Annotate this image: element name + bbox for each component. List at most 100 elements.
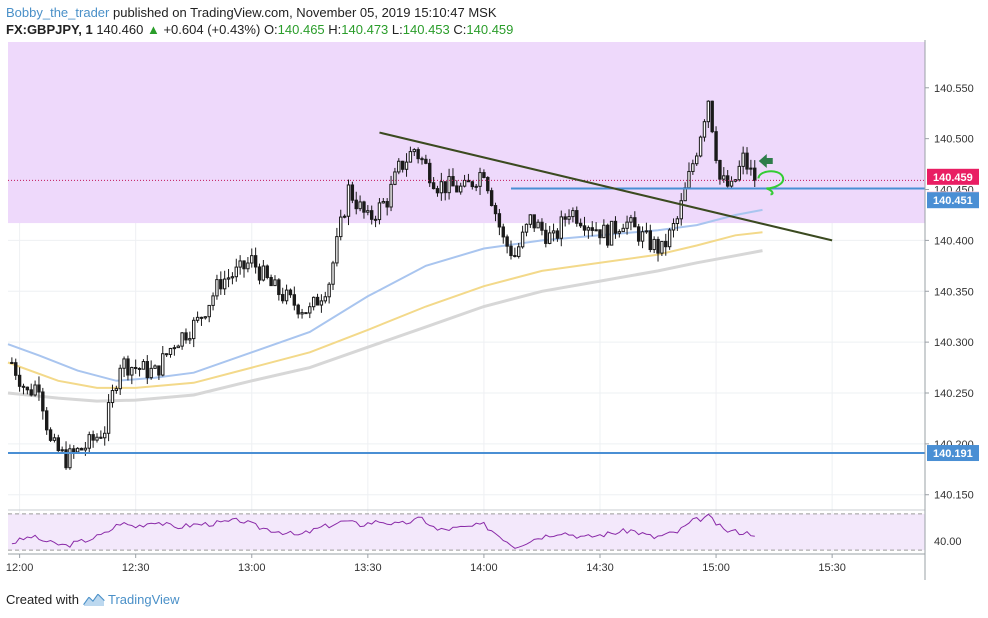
author-name[interactable]: Bobby_the_trader [6,5,110,20]
candle-body [60,449,64,452]
candles [10,100,757,470]
candle-body [33,384,37,396]
last-price-value: 140.460 [96,22,144,37]
change-up-icon: ▲ [146,22,160,37]
candle-body [397,160,401,173]
candle-body [517,246,521,257]
candle-body [56,437,60,452]
candle-body [737,165,741,181]
candle-body [133,366,138,369]
candle-body [331,262,335,285]
candle-body [296,304,300,315]
candle-body [110,390,115,404]
candle-body [373,218,378,221]
close-value: 140.459 [466,22,514,37]
candle-body [648,230,652,251]
candle-body [319,300,324,306]
candle-body [478,172,482,187]
time-tick-label: 15:00 [702,562,730,574]
candle-body [567,216,571,220]
candle-body [203,316,208,319]
symbol-line: FX:GBPJPY, 1 140.460 ▲ +0.604 (+0.43%) O… [6,22,513,37]
candle-body [242,260,246,270]
candle-body [474,185,478,188]
candle-body [215,279,219,297]
annotations [757,154,785,196]
candle-body [586,227,591,231]
candle-body [505,236,509,247]
published-text: published on TradingView.com, November 0… [112,5,497,20]
candle-body [10,361,14,364]
time-tick-label: 15:30 [818,562,846,574]
hand-drawn-circle-mark [757,170,785,196]
candle-body [710,100,714,133]
candle-body [749,167,753,170]
candle-body [431,182,436,190]
time-tick-label: 14:00 [470,562,498,574]
candle-body [590,227,594,231]
candle-body [729,180,734,187]
candle-body [195,316,200,321]
candle-body [304,312,308,315]
supply-zone [8,42,925,224]
candle-body [598,229,602,239]
candle-body [400,160,405,170]
candle-body [145,361,149,379]
candle-body [277,279,281,296]
candle-body [308,306,312,314]
candle-body [377,202,382,221]
candle-body [137,367,142,370]
candle-body [311,296,316,308]
candle-body [381,201,386,204]
candle-body [621,227,625,233]
candle-body [393,171,397,185]
candle-body [702,121,707,138]
candle-body [652,238,656,251]
time-tick-label: 12:30 [122,562,150,574]
arrow-left-icon [758,154,773,169]
candle-body [44,410,49,431]
candle-body [489,190,494,207]
candle-body [695,155,699,165]
open-value: 140.465 [277,22,325,37]
candle-body [725,175,730,187]
candle-body [745,152,749,170]
candle-body [675,218,680,225]
candle-body [29,389,33,396]
level-price-label-bg [927,192,979,209]
candle-body [540,221,544,231]
candle-body [451,176,455,187]
candle-body [486,177,490,192]
candle-body [168,347,173,355]
ma-fast-line [7,208,763,382]
candle-body [126,358,130,376]
candle-body [253,255,258,268]
candle-body [753,167,757,181]
candle-body [575,210,579,224]
high-label: H: [328,22,342,37]
brand-link[interactable]: TradingView [107,592,180,607]
candle-body [161,353,165,376]
candle-body [555,230,560,239]
candle-body [265,265,269,278]
candle-body [466,179,471,183]
last-price-label: 140.459 [933,172,973,184]
drawn-lines[interactable] [8,131,925,455]
candle-body [424,158,428,164]
candle-body [17,374,22,387]
price-chart[interactable]: 140.150140.200140.250140.300140.350140.4… [0,40,988,585]
candle-body [269,276,273,287]
ma-mid-line [7,231,763,389]
candle-body [114,388,119,392]
candle-body [335,236,339,264]
candle-body [582,225,587,231]
candle-body [412,149,416,153]
candle-body [520,231,525,248]
tradingview-logo-icon [83,593,105,606]
candle-body [273,279,277,287]
candle-body [698,136,703,157]
candle-body [184,332,188,341]
candle-body [613,220,618,234]
candle-body [246,262,250,270]
candle-body [435,188,440,194]
